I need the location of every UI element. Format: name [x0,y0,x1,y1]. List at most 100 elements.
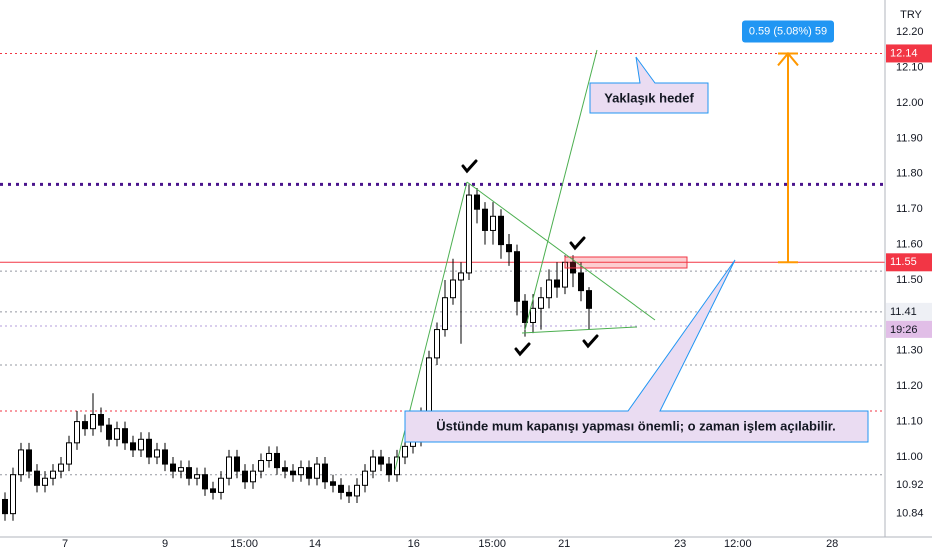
y-tick-label: 11.00 [896,451,923,463]
y-tick-label: 12.00 [896,97,924,109]
candle-body [298,467,304,476]
candle-body [234,456,240,472]
x-tick-label: 28 [826,538,838,550]
candle-body [346,491,352,497]
check-mark [569,236,586,251]
price-label: 12.14 [890,47,918,59]
candle-body [458,272,464,281]
y-tick-label: 11.60 [896,239,923,251]
candle-body [490,215,496,231]
y-tick-label: 10.92 [896,479,924,491]
trend-line [521,326,638,334]
candle-body [362,470,368,486]
y-tick-label: 11.80 [896,168,923,180]
x-tick-label: 21 [558,538,570,550]
trend-line [524,49,598,331]
y-tick-label: 11.70 [896,203,923,215]
candle-body [162,449,168,465]
check-mark [514,342,531,357]
price-label-box [886,44,932,63]
measure-label: 0.59 (5.08%) 59 [749,25,827,37]
candle-body [370,456,376,472]
candle-body [218,477,224,493]
x-tick-label: 7 [62,538,68,550]
candle-body [402,445,408,458]
candle-body [226,456,232,479]
y-tick-label: 10.84 [896,508,924,520]
candle-body [330,481,336,486]
y-tick-label: 12.20 [896,26,924,38]
trend-line [466,181,656,321]
candle-body [178,467,184,472]
candle-body [306,467,312,479]
callout-text: Yaklaşık hedef [604,90,694,105]
x-tick-label: 9 [162,538,168,550]
candle-body [514,251,520,302]
y-tick-label: 11.50 [896,274,923,286]
candle-body [354,484,360,497]
price-lines [0,52,885,476]
candle-body [242,470,248,483]
candle-body [482,208,488,231]
x-tick-label: 15:00 [230,538,258,550]
candle-body [474,194,480,210]
y-tick-label: 12.10 [896,62,924,74]
candle-body [386,463,392,476]
candle-body [18,449,24,476]
resistance-zone [564,256,688,269]
price-label-box [886,253,932,272]
candle-body [202,474,208,490]
price-axis [885,0,932,550]
candle-body [130,442,136,451]
candle-body [122,428,128,444]
x-tick-label: 23 [674,538,686,550]
candle-body [258,460,264,472]
candle-body [538,297,544,309]
candle-body [26,449,32,472]
candle-body [146,438,152,458]
callout: Yaklaşık hedef [589,56,709,114]
candle-body [498,215,504,246]
check-marks [461,159,599,357]
callout-text: Üstünde mum kapanışı yapması önemli; o z… [436,418,836,433]
candle-body [322,463,328,483]
candle-body [274,452,280,469]
candle-body [466,194,472,274]
candle-body [434,329,440,359]
x-tick-label: 14 [309,538,321,550]
price-label: 11.41 [890,306,917,318]
candle-body [42,477,48,486]
candle-body [194,474,200,479]
candle-body [338,484,344,493]
axes: 12.20 12.10 12.00 11.90 11.80 11.70 11.60 11.50… [62,26,932,550]
candle-body [170,463,176,472]
candle-body [250,470,256,483]
candle-body [74,421,80,444]
candle-body [2,498,8,515]
y-tick-label: 11.90 [896,132,923,144]
check-mark [461,159,478,174]
candle-body [530,307,536,323]
measure-label-box [742,20,834,43]
candle-body [290,470,296,476]
candle-body [210,488,216,493]
callout: Üstünde mum kapanışı yapması önemli; o z… [404,259,869,443]
candle-body [98,414,104,426]
candle-body [10,474,16,515]
candle-body [314,463,320,479]
measure-arrowhead [777,51,799,67]
candle-body [522,300,528,323]
candle-body [266,452,272,462]
callout-box [589,56,709,114]
candle-body [586,290,592,309]
check-mark [582,334,599,349]
candle-body [138,438,144,451]
candle-body [282,467,288,472]
x-tick-label: 16 [408,538,420,550]
measure: 0.59 (5.08%) 59 [742,20,834,264]
candle-body [66,442,72,465]
candle-body [442,297,448,331]
countdown-box [886,320,932,338]
